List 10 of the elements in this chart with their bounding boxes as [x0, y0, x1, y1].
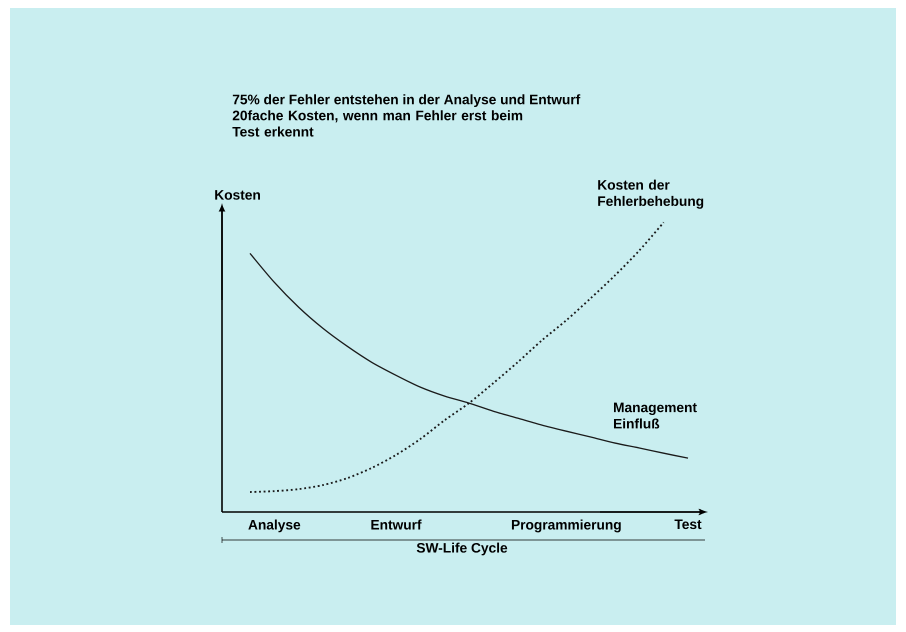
chart-subtitle: 20fache Kosten, wenn man Fehler erst beim Test erkennt: [232, 110, 522, 137]
x-tick-label: Programmierung: [512, 520, 621, 532]
text: Kosten der Fehlerbehebung: [598, 180, 704, 209]
series-label: Management Einfluß: [614, 402, 697, 429]
x-axis-title: SW-Life Cycle: [416, 542, 508, 556]
x-tick-label: Analyse: [248, 520, 300, 532]
x-tick-label: Test: [674, 520, 702, 530]
x-tick-label: Entwurf: [371, 520, 422, 530]
chart-title: 75% der Fehler entstehen in der Analyse und Entwurf: [232, 94, 580, 108]
y-axis-title: Kosten: [215, 190, 260, 200]
